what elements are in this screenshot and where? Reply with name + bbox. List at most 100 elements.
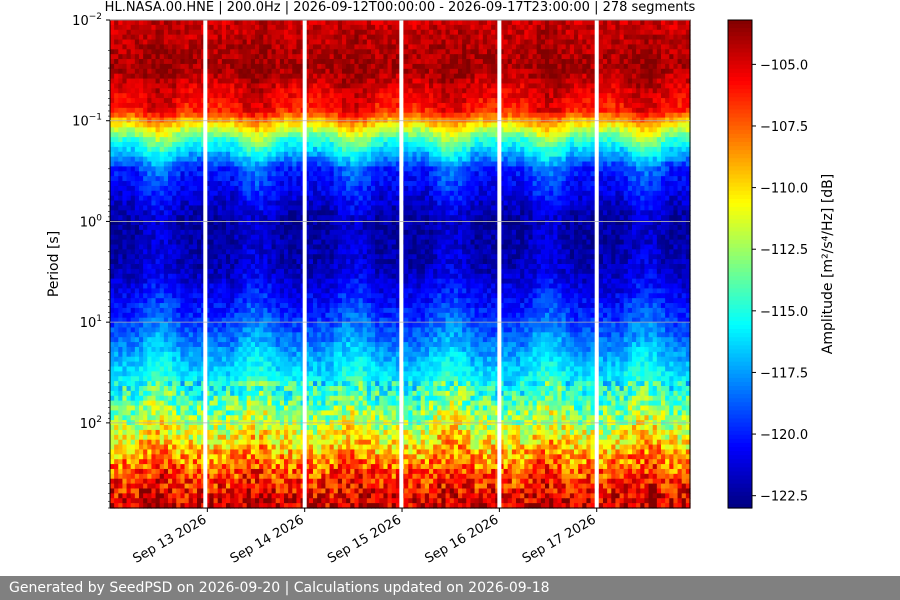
heatmap-cell [130, 483, 136, 490]
heatmap-cell [292, 415, 298, 421]
heatmap-cell [292, 434, 298, 441]
heatmap-cell [209, 376, 215, 382]
heatmap-cell [242, 156, 248, 163]
heatmap-cell [147, 488, 153, 494]
heatmap-cell [275, 361, 281, 368]
heatmap-cell [238, 464, 244, 470]
heatmap-cell [130, 400, 136, 407]
heatmap-cell [259, 273, 264, 280]
heatmap-cell [143, 395, 148, 402]
heatmap-cell [255, 107, 260, 114]
heatmap-cell [242, 503, 248, 509]
heatmap-cell [188, 386, 194, 392]
heatmap-cell [118, 342, 124, 348]
heatmap-cell [209, 278, 215, 285]
heatmap-cell [313, 49, 318, 55]
heatmap-cell [139, 83, 144, 89]
heatmap-cell [267, 190, 273, 197]
heatmap-cell [284, 249, 289, 255]
heatmap-cell [238, 122, 244, 128]
heatmap-cell [296, 278, 302, 285]
heatmap-cell [242, 337, 248, 343]
heatmap-cell [217, 361, 223, 368]
heatmap-cell [221, 366, 227, 372]
heatmap-cell [213, 234, 219, 241]
heatmap-cell [292, 268, 298, 275]
heatmap-cell [230, 381, 235, 387]
heatmap-cell [217, 434, 223, 441]
heatmap-cell [250, 410, 256, 416]
heatmap-cell [118, 415, 124, 421]
heatmap-cell [263, 439, 269, 446]
heatmap-cell [143, 185, 148, 192]
heatmap-cell [271, 503, 277, 509]
heatmap-cell [126, 468, 132, 475]
heatmap-cell [126, 146, 132, 153]
heatmap-cell [242, 254, 248, 260]
heatmap-cell [130, 273, 136, 280]
heatmap-cell [159, 493, 165, 499]
heatmap-cell [284, 166, 289, 172]
heatmap-cell [217, 254, 223, 260]
heatmap-cell [230, 293, 235, 299]
heatmap-cell [259, 259, 264, 265]
heatmap-cell [275, 210, 281, 216]
heatmap-cell [205, 181, 211, 187]
heatmap-cell [168, 473, 173, 480]
heatmap-cell [217, 93, 223, 99]
heatmap-cell [213, 151, 219, 158]
heatmap-cell [197, 239, 202, 246]
heatmap-cell [147, 63, 153, 70]
heatmap-cell [292, 54, 298, 60]
heatmap-cell [242, 224, 248, 231]
heatmap-cell [122, 107, 128, 114]
heatmap-cell [255, 444, 260, 451]
heatmap-cell [172, 146, 177, 153]
heatmap-cell [155, 498, 161, 504]
heatmap-cell [130, 249, 136, 255]
heatmap-cell [217, 483, 223, 490]
heatmap-cell [288, 44, 293, 50]
heatmap-cell [296, 88, 302, 94]
heatmap-cell [159, 229, 165, 236]
heatmap-cell [279, 298, 285, 304]
heatmap-cell [134, 195, 140, 202]
heatmap-cell [172, 63, 177, 70]
heatmap-cell [308, 498, 314, 504]
heatmap-cell [304, 498, 310, 504]
heatmap-cell [275, 268, 281, 275]
heatmap-cell [139, 483, 144, 490]
heatmap-cell [296, 44, 302, 50]
heatmap-cell [205, 298, 211, 304]
heatmap-cell [255, 195, 260, 202]
heatmap-cell [139, 268, 144, 275]
heatmap-cell [118, 371, 124, 377]
heatmap-cell [279, 312, 285, 319]
heatmap-cell [163, 429, 169, 436]
heatmap-cell [176, 425, 182, 431]
heatmap-cell [263, 215, 269, 221]
heatmap-cell [255, 434, 260, 441]
heatmap-cell [313, 34, 318, 41]
heatmap-cell [217, 224, 223, 231]
heatmap-cell [143, 322, 148, 329]
heatmap-cell [176, 337, 182, 343]
heatmap-cell [118, 161, 124, 167]
heatmap-cell [130, 20, 136, 26]
heatmap-cell [172, 298, 177, 304]
heatmap-cell [122, 317, 128, 324]
heatmap-cell [159, 132, 165, 138]
heatmap-cell [143, 220, 148, 226]
heatmap-cell [259, 464, 264, 470]
heatmap-cell [184, 366, 190, 372]
heatmap-cell [155, 415, 161, 421]
heatmap-cell [209, 122, 215, 128]
heatmap-cell [221, 205, 227, 211]
heatmap-cell [234, 234, 240, 241]
heatmap-cell [263, 478, 269, 485]
heatmap-cell [250, 24, 256, 31]
heatmap-cell [163, 24, 169, 31]
heatmap-cell [213, 171, 219, 177]
heatmap-cell [180, 259, 186, 265]
heatmap-cell [205, 337, 211, 343]
